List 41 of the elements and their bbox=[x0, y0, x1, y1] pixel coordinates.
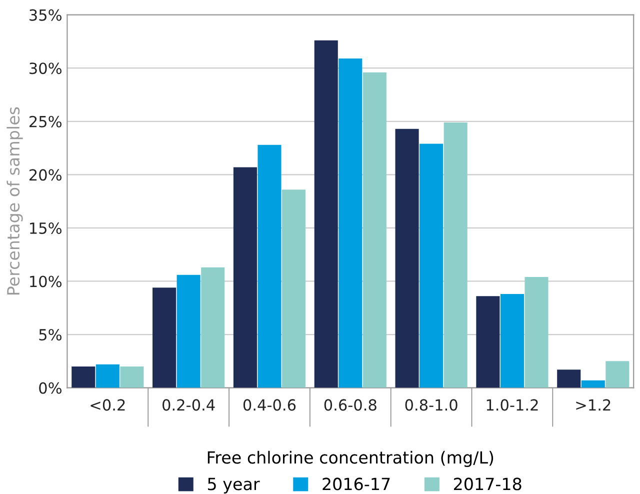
bar bbox=[152, 288, 176, 388]
bar bbox=[420, 144, 444, 388]
bar bbox=[338, 58, 362, 388]
y-tick-label: 25% bbox=[30, 116, 62, 128]
legend-label: 2017-18 bbox=[454, 478, 522, 490]
y-axis-title: Percentage of samples bbox=[6, 107, 23, 295]
bar bbox=[96, 364, 120, 388]
x-axis-title: Free chlorine concentration (mg/L) bbox=[208, 450, 494, 467]
y-tick-label: 15% bbox=[30, 222, 62, 234]
bar bbox=[524, 276, 548, 388]
x-tick-label: 0.8-1.0 bbox=[405, 399, 458, 411]
x-tick-label: 1.0-1.2 bbox=[486, 399, 538, 411]
bar bbox=[176, 274, 200, 388]
bar bbox=[233, 167, 257, 388]
bar bbox=[314, 40, 338, 388]
bar bbox=[201, 267, 225, 388]
bar bbox=[500, 294, 524, 388]
bar bbox=[120, 366, 144, 388]
bar bbox=[557, 370, 581, 388]
x-tick-label: <0.2 bbox=[90, 399, 125, 411]
bar bbox=[581, 380, 605, 388]
bar bbox=[606, 361, 630, 388]
bar bbox=[444, 122, 468, 388]
legend-label: 5 year bbox=[208, 478, 260, 494]
x-tick-label: 0.4-0.6 bbox=[243, 399, 296, 411]
y-tick-label: 30% bbox=[30, 62, 62, 74]
y-tick-label: 0% bbox=[39, 382, 62, 394]
y-tick-label: 35% bbox=[30, 9, 62, 21]
bar bbox=[395, 128, 419, 388]
y-tick-label: 5% bbox=[39, 328, 62, 341]
bar bbox=[72, 366, 96, 388]
bar bbox=[282, 190, 306, 388]
legend-label: 2016-17 bbox=[322, 478, 390, 490]
x-tick-label: 0.6-0.8 bbox=[324, 399, 376, 411]
x-tick-label: >1.2 bbox=[576, 399, 610, 411]
bar bbox=[476, 296, 500, 388]
x-tick-label: 0.2-0.4 bbox=[162, 399, 215, 411]
bar bbox=[258, 144, 282, 388]
bar bbox=[362, 72, 386, 388]
y-tick-label: 10% bbox=[30, 276, 62, 288]
y-tick-label: 20% bbox=[30, 169, 62, 181]
